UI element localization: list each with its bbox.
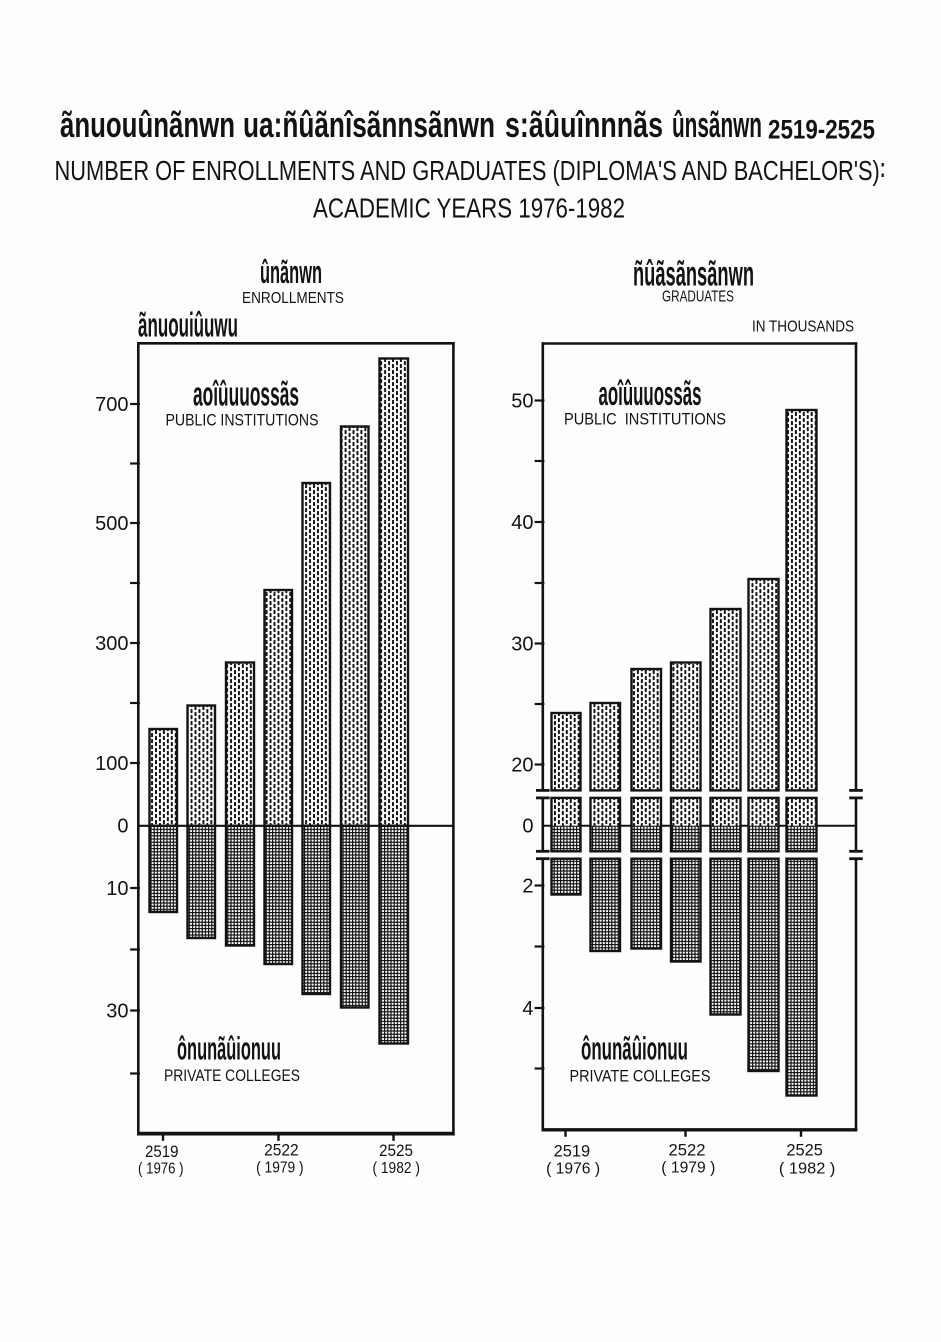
svg-text:ônunãûionuu: ônunãûionuu [581, 1031, 688, 1067]
svg-text:ãnuouiûuwu: ãnuouiûuwu [138, 307, 238, 345]
svg-text:2525: 2525 [379, 1142, 413, 1160]
svg-text:2522: 2522 [669, 1142, 706, 1160]
svg-text:PRIVATE COLLEGES: PRIVATE COLLEGES [570, 1067, 711, 1086]
svg-text:2519-2525: 2519-2525 [768, 115, 875, 145]
svg-text:50: 50 [511, 390, 533, 412]
svg-text:0: 0 [117, 816, 128, 838]
svg-text:100: 100 [95, 753, 128, 775]
svg-text:700: 700 [95, 394, 128, 416]
svg-text:ônunãûionuu: ônunãûionuu [177, 1031, 281, 1067]
svg-text:40: 40 [511, 512, 533, 534]
svg-text:aoîûuuossãs: aoîûuuossãs [599, 375, 702, 413]
svg-text:( 1982 ): ( 1982 ) [779, 1161, 836, 1178]
svg-text:500: 500 [95, 513, 128, 535]
svg-text:ñûãsãnsãnwn: ñûãsãnsãnwn [633, 255, 754, 294]
svg-text:ACADEMIC YEARS 1976-1982: ACADEMIC YEARS 1976-1982 [313, 193, 625, 224]
svg-text:( 1979 ): ( 1979 ) [256, 1160, 304, 1177]
svg-text:2: 2 [522, 875, 533, 897]
svg-text:ãnuouûnãnwn: ãnuouûnãnwn [60, 104, 235, 145]
svg-text:NUMBER OF ENROLLMENTS AND GRAD: NUMBER OF ENROLLMENTS AND GRADUATES (DIP… [55, 155, 886, 186]
svg-text:0: 0 [522, 816, 533, 838]
svg-text:( 1982 ): ( 1982 ) [372, 1160, 420, 1177]
svg-text:ENROLLMENTS: ENROLLMENTS [242, 290, 344, 307]
svg-text:GRADUATES: GRADUATES [662, 289, 734, 306]
svg-text:s:ãûuînnnãs: s:ãûuînnnãs [505, 104, 663, 145]
svg-text:2525: 2525 [786, 1142, 823, 1160]
svg-text:2519: 2519 [554, 1143, 591, 1161]
svg-text:30: 30 [106, 1000, 128, 1022]
svg-text:ûnãnwn: ûnãnwn [260, 254, 322, 290]
svg-text:20: 20 [511, 754, 533, 776]
svg-text:aoîûuuossãs: aoîûuuossãs [193, 376, 299, 414]
svg-text:2519: 2519 [145, 1143, 179, 1161]
svg-text:10: 10 [106, 878, 128, 900]
svg-text:2522: 2522 [264, 1142, 299, 1160]
svg-text:4: 4 [522, 998, 533, 1020]
svg-text:ûnsãnwn: ûnsãnwn [672, 104, 762, 145]
svg-text:30: 30 [511, 633, 533, 655]
svg-text:PUBLIC INSTITUTIONS: PUBLIC INSTITUTIONS [166, 411, 319, 430]
svg-text:IN THOUSANDS: IN THOUSANDS [752, 319, 854, 336]
svg-text:PUBLIC INSTITUTIONS: PUBLIC INSTITUTIONS [564, 410, 726, 429]
svg-text:( 1976 ): ( 1976 ) [546, 1161, 600, 1178]
svg-text:ua:ñûãnîsãnnsãnwn: ua:ñûãnîsãnnsãnwn [243, 104, 495, 145]
svg-text:PRIVATE COLLEGES: PRIVATE COLLEGES [164, 1066, 300, 1085]
svg-text:( 1979 ): ( 1979 ) [661, 1160, 715, 1177]
svg-text:300: 300 [95, 633, 128, 655]
svg-text:( 1976 ): ( 1976 ) [138, 1161, 184, 1178]
